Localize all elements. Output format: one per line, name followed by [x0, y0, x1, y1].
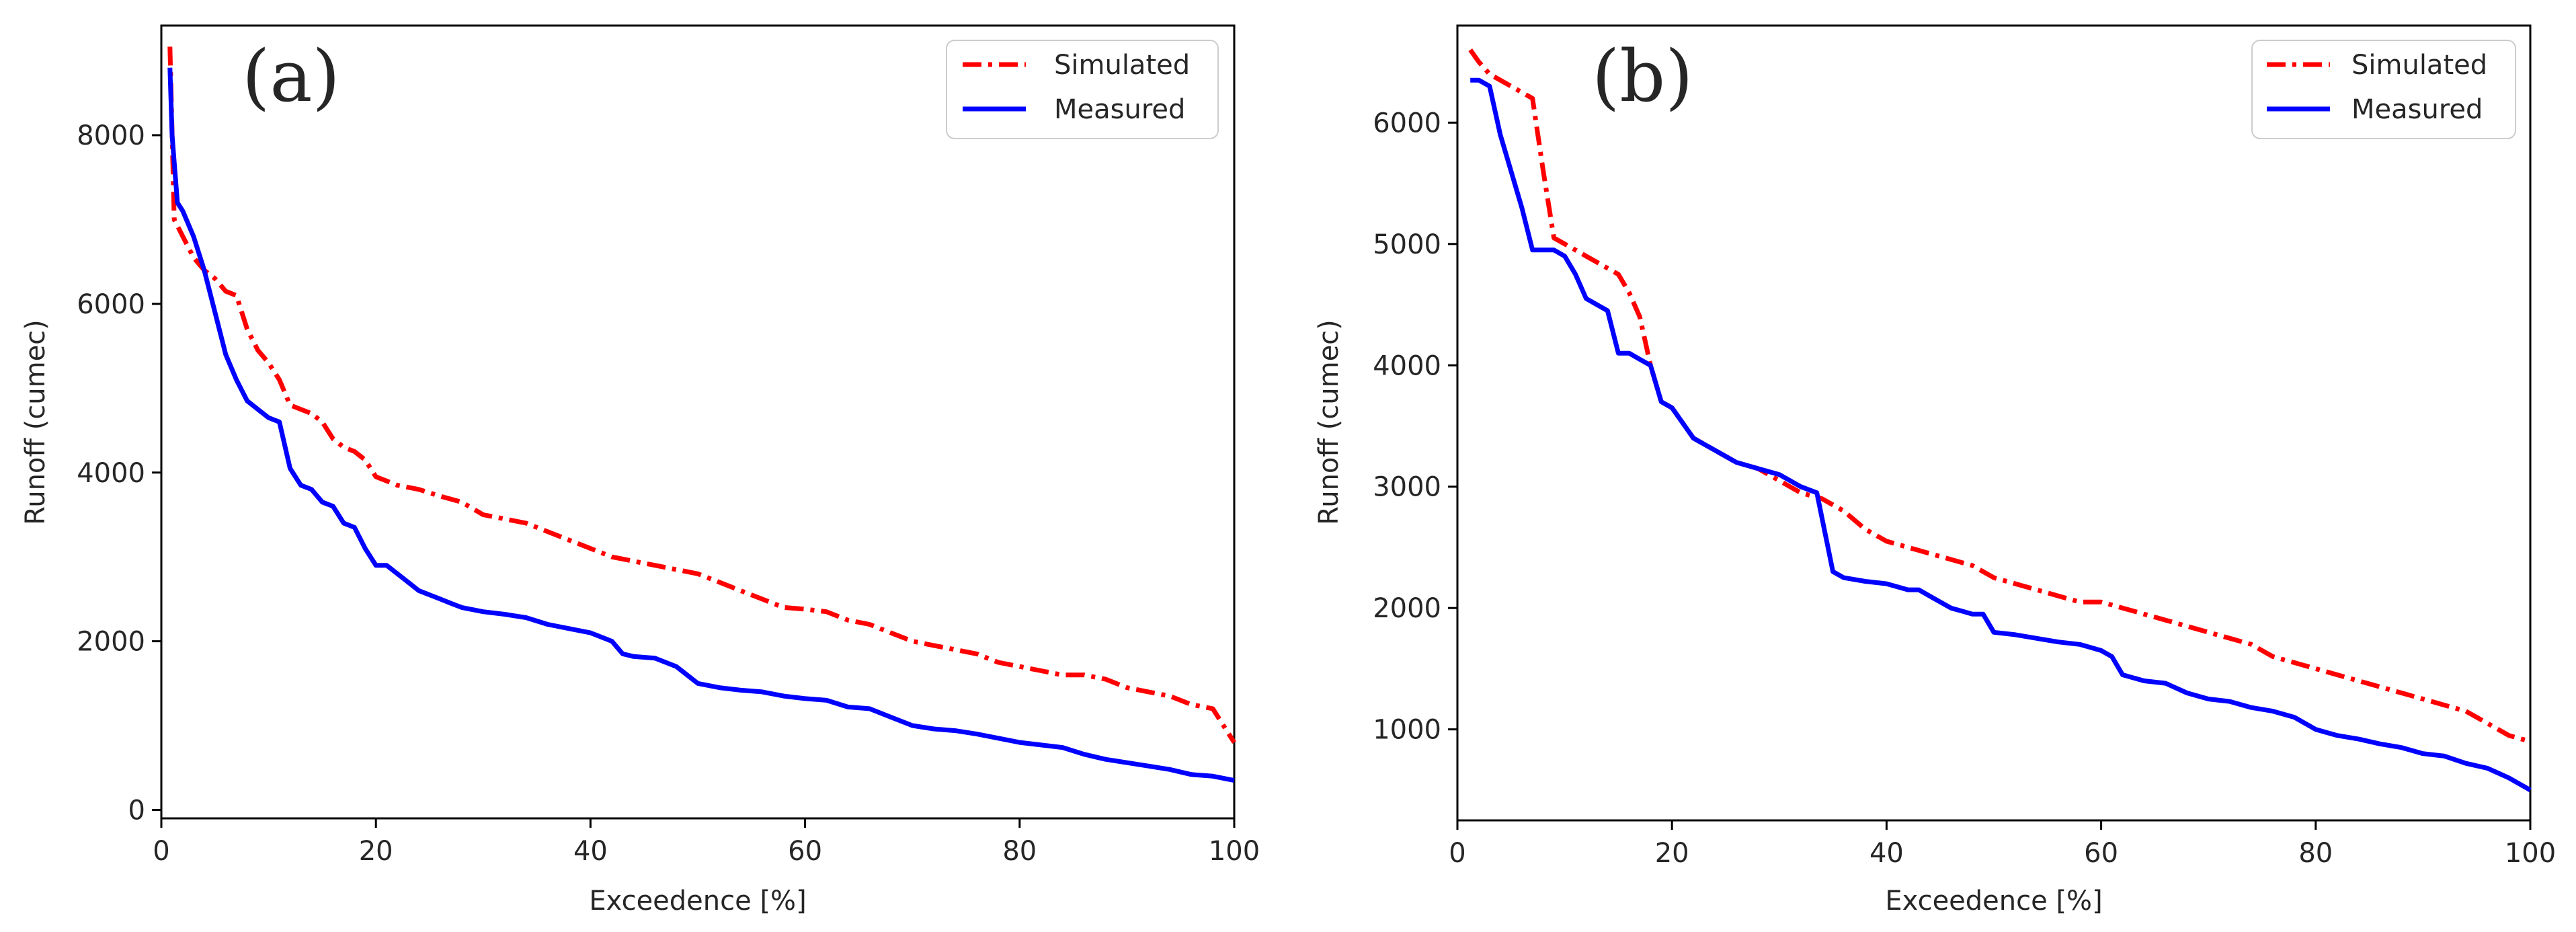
panel-label-b: (b)	[1592, 35, 1693, 118]
x-axis-label-a: Exceedence [%]	[589, 886, 806, 917]
x-tick-label-b-4: 80	[2298, 838, 2333, 869]
y-tick-label-b-2: 3000	[1373, 472, 1441, 503]
legend-simulated-label-b: Simulated	[2351, 50, 2487, 81]
series-group-a	[167, 46, 1236, 783]
y-tick-label-b-5: 6000	[1373, 108, 1441, 139]
x-tick-label-b-2: 40	[1869, 838, 1904, 869]
legend-measured-label-a: Measured	[1054, 94, 1185, 125]
y-tick-label-a-2: 4000	[77, 458, 145, 489]
x-axis-ticks-b: 0 20 40 60 80 100	[1449, 820, 2556, 869]
y-tick-label-b-3: 4000	[1373, 350, 1441, 381]
y-axis-ticks-a: 0 2000 4000 6000 8000	[77, 120, 161, 826]
x-tick-label-a-3: 60	[788, 836, 822, 867]
x-tick-label-a-1: 20	[359, 836, 393, 867]
legend-b: Simulated Measured	[2251, 40, 2516, 139]
plot-area-frame-b	[1456, 24, 2532, 822]
y-tick-label-a-1: 2000	[77, 627, 145, 658]
y-axis-ticks-b: 1000 2000 3000 4000 5000 6000	[1373, 108, 1457, 746]
series-line-simulated-b	[1468, 48, 2531, 744]
series-line-measured-a	[167, 67, 1235, 783]
legend-a: Simulated Measured	[946, 40, 1219, 139]
x-tick-label-b-1: 20	[1655, 838, 1689, 869]
y-axis-label-b: Runoff (cumec)	[1314, 319, 1344, 525]
x-tick-label-b-0: 0	[1449, 838, 1465, 869]
y-tick-label-b-0: 1000	[1373, 715, 1441, 746]
chart-panel-a: 0 20 40 60 80 100 0 2000 4000 6000 8000 (a) Excee…	[20, 24, 1260, 917]
x-tick-label-b-3: 60	[2084, 838, 2118, 869]
x-tick-label-a-5: 100	[1209, 836, 1260, 867]
series-group-b	[1468, 48, 2532, 792]
chart-panel-b: 0 20 40 60 80 100 1000 2000 3000 4000 5000 6000 (b…	[1314, 24, 2556, 917]
series-line-simulated-a	[167, 46, 1236, 744]
y-tick-label-a-4: 8000	[77, 120, 145, 151]
y-tick-label-b-4: 5000	[1373, 229, 1441, 260]
x-axis-label-b: Exceedence [%]	[1885, 886, 2102, 917]
x-tick-label-a-4: 80	[1002, 836, 1037, 867]
x-axis-ticks-a: 0 20 40 60 80 100	[153, 818, 1260, 867]
x-tick-label-a-0: 0	[153, 836, 169, 867]
y-tick-label-a-0: 0	[128, 795, 145, 826]
plot-area-frame-a	[160, 24, 1236, 820]
legend-simulated-label-a: Simulated	[1054, 50, 1190, 81]
legend-measured-label-b: Measured	[2351, 94, 2483, 125]
panel-label-a: (a)	[242, 35, 340, 118]
y-tick-label-a-3: 6000	[77, 289, 145, 320]
x-tick-label-a-2: 40	[573, 836, 608, 867]
y-tick-label-b-1: 2000	[1373, 593, 1441, 624]
series-line-measured-b	[1470, 77, 2532, 792]
y-axis-label-a: Runoff (cumec)	[20, 319, 51, 525]
x-tick-label-b-5: 100	[2505, 838, 2556, 869]
